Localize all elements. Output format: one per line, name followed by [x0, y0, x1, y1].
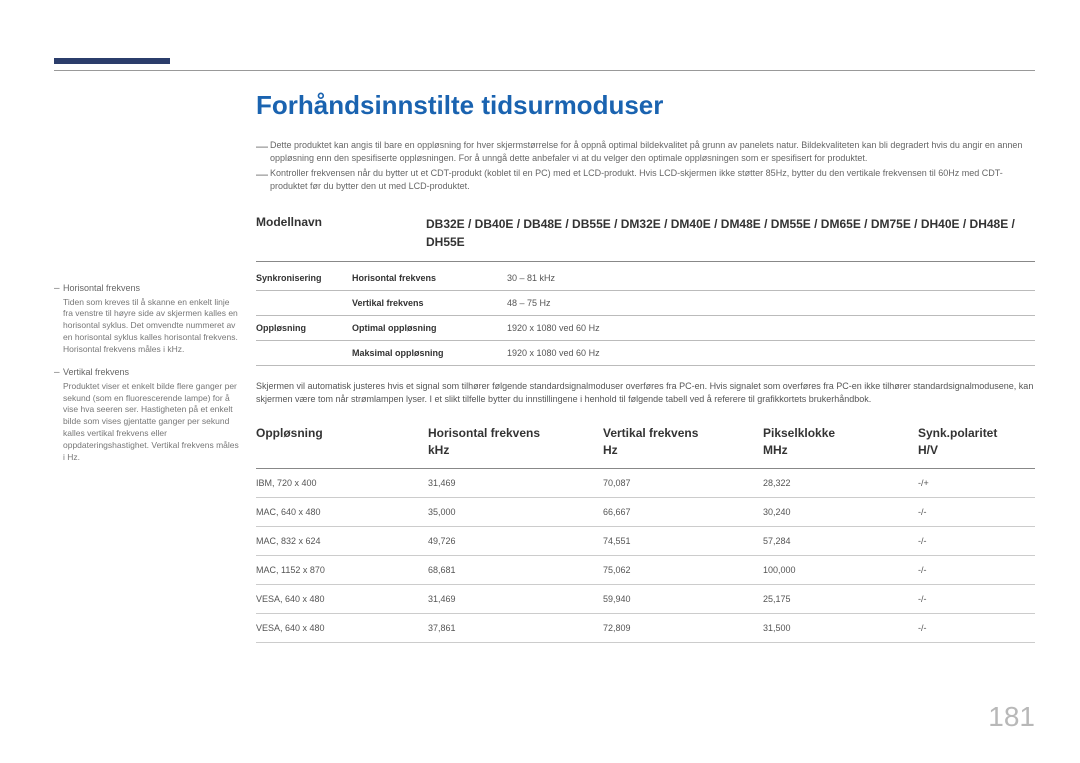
sidebar-item: – Horisontal frekvens Tiden som kreves t…: [54, 282, 239, 356]
td-vfreq: 70,087: [603, 468, 763, 497]
intro-note: ― Kontroller frekvensen når du bytter ut…: [256, 167, 1035, 193]
td-res: MAC, 832 x 624: [256, 526, 428, 555]
timing-row: MAC, 640 x 48035,00066,66730,240-/-: [256, 497, 1035, 526]
sidebar-notes: – Horisontal frekvens Tiden som kreves t…: [54, 282, 239, 474]
th-resolution: Oppløsning: [256, 419, 428, 468]
spec-val: 48 – 75 Hz: [507, 291, 1035, 316]
sidebar-body: Produktet viser et enkelt bilde flere ga…: [63, 381, 239, 464]
main-content: Forhåndsinnstilte tidsurmoduser ― Dette …: [256, 90, 1035, 643]
spec-row: Maksimal oppløsning1920 x 1080 ved 60 Hz: [256, 341, 1035, 366]
spec-row: OppløsningOptimal oppløsning1920 x 1080 …: [256, 316, 1035, 341]
th-pol-unit: H/V: [918, 443, 938, 457]
td-pol: -/-: [918, 555, 1035, 584]
page-number: 181: [988, 701, 1035, 733]
intro-notes: ― Dette produktet kan angis til bare en …: [256, 139, 1035, 193]
timing-row: VESA, 640 x 48037,86172,80931,500-/-: [256, 613, 1035, 642]
intro-note: ― Dette produktet kan angis til bare en …: [256, 139, 1035, 165]
td-pol: -/+: [918, 468, 1035, 497]
spec-sub: Horisontal frekvens: [352, 266, 507, 291]
td-hfreq: 31,469: [428, 584, 603, 613]
spec-row: SynkroniseringHorisontal frekvens30 – 81…: [256, 266, 1035, 291]
timing-row: IBM, 720 x 40031,46970,08728,322-/+: [256, 468, 1035, 497]
td-hfreq: 68,681: [428, 555, 603, 584]
header-rule: [54, 70, 1035, 71]
mid-paragraph: Skjermen vil automatisk justeres hvis et…: [256, 380, 1035, 405]
th-hfreq-unit: kHz: [428, 443, 449, 457]
td-pol: -/-: [918, 526, 1035, 555]
sidebar-title: Horisontal frekvens: [63, 282, 239, 295]
spec-sub: Optimal oppløsning: [352, 316, 507, 341]
td-vfreq: 75,062: [603, 555, 763, 584]
th-hfreq: Horisontal frekvens kHz: [428, 419, 603, 468]
timing-row: MAC, 832 x 62449,72674,55157,284-/-: [256, 526, 1035, 555]
spec-cat: Synkronisering: [256, 266, 352, 291]
th-vfreq-label: Vertikal frekvens: [603, 426, 698, 440]
th-polarity: Synk.polaritet H/V: [918, 419, 1035, 468]
spec-cat: [256, 341, 352, 366]
td-hfreq: 35,000: [428, 497, 603, 526]
dash-icon: ―: [256, 167, 270, 193]
spec-row: Vertikal frekvens48 – 75 Hz: [256, 291, 1035, 316]
td-pol: -/-: [918, 497, 1035, 526]
sidebar-item: – Vertikal frekvens Produktet viser et e…: [54, 366, 239, 464]
td-vfreq: 72,809: [603, 613, 763, 642]
note-text: Dette produktet kan angis til bare en op…: [270, 139, 1035, 165]
spec-val: 1920 x 1080 ved 60 Hz: [507, 316, 1035, 341]
th-pclk-unit: MHz: [763, 443, 788, 457]
td-res: MAC, 1152 x 870: [256, 555, 428, 584]
td-pclk: 100,000: [763, 555, 918, 584]
timing-row: VESA, 640 x 48031,46959,94025,175-/-: [256, 584, 1035, 613]
td-hfreq: 31,469: [428, 468, 603, 497]
th-pol-label: Synk.polaritet: [918, 426, 997, 440]
td-pol: -/-: [918, 613, 1035, 642]
th-hfreq-label: Horisontal frekvens: [428, 426, 540, 440]
dash-icon: –: [54, 366, 63, 464]
th-vfreq: Vertikal frekvens Hz: [603, 419, 763, 468]
td-pclk: 28,322: [763, 468, 918, 497]
spec-val: 1920 x 1080 ved 60 Hz: [507, 341, 1035, 366]
td-pclk: 25,175: [763, 584, 918, 613]
th-pclk: Pikselklokke MHz: [763, 419, 918, 468]
model-label: Modellnavn: [256, 215, 426, 251]
sidebar-body: Tiden som kreves til å skanne en enkelt …: [63, 297, 239, 356]
page-title: Forhåndsinnstilte tidsurmoduser: [256, 90, 1035, 121]
note-text: Kontroller frekvensen når du bytter ut e…: [270, 167, 1035, 193]
td-res: VESA, 640 x 480: [256, 613, 428, 642]
td-vfreq: 59,940: [603, 584, 763, 613]
spec-cat: Oppløsning: [256, 316, 352, 341]
th-vfreq-unit: Hz: [603, 443, 618, 457]
model-row: Modellnavn DB32E / DB40E / DB48E / DB55E…: [256, 215, 1035, 262]
td-pclk: 57,284: [763, 526, 918, 555]
td-pol: -/-: [918, 584, 1035, 613]
spec-val: 30 – 81 kHz: [507, 266, 1035, 291]
spec-sub: Vertikal frekvens: [352, 291, 507, 316]
dash-icon: –: [54, 282, 63, 356]
model-value: DB32E / DB40E / DB48E / DB55E / DM32E / …: [426, 215, 1035, 251]
th-pclk-label: Pikselklokke: [763, 426, 835, 440]
dash-icon: ―: [256, 139, 270, 165]
spec-sub: Maksimal oppløsning: [352, 341, 507, 366]
td-hfreq: 37,861: [428, 613, 603, 642]
td-pclk: 31,500: [763, 613, 918, 642]
spec-cat: [256, 291, 352, 316]
td-res: MAC, 640 x 480: [256, 497, 428, 526]
spec-table: SynkroniseringHorisontal frekvens30 – 81…: [256, 266, 1035, 366]
sidebar-title: Vertikal frekvens: [63, 366, 239, 379]
td-vfreq: 66,667: [603, 497, 763, 526]
timing-row: MAC, 1152 x 87068,68175,062100,000-/-: [256, 555, 1035, 584]
td-res: IBM, 720 x 400: [256, 468, 428, 497]
td-res: VESA, 640 x 480: [256, 584, 428, 613]
td-hfreq: 49,726: [428, 526, 603, 555]
timing-table: Oppløsning Horisontal frekvens kHz Verti…: [256, 419, 1035, 642]
td-pclk: 30,240: [763, 497, 918, 526]
td-vfreq: 74,551: [603, 526, 763, 555]
header-accent-bar: [54, 58, 170, 64]
